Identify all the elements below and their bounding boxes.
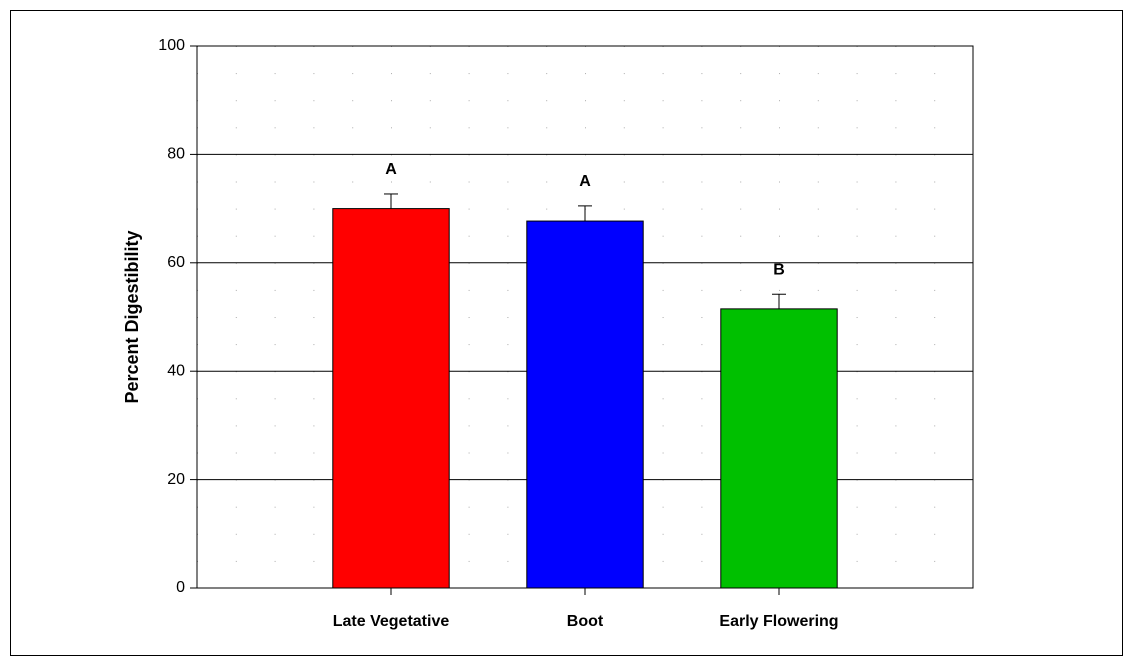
y-tick-label: 0 — [176, 579, 185, 596]
annotation: A — [579, 173, 591, 190]
bar — [332, 208, 450, 589]
y-tick-label: 40 — [167, 362, 185, 379]
annotation: A — [385, 161, 397, 178]
bar — [526, 220, 644, 589]
y-tick-label: 60 — [167, 254, 185, 271]
y-tick-label: 100 — [158, 37, 185, 54]
y-tick-label: 20 — [167, 471, 185, 488]
x-tick-label: Boot — [567, 613, 604, 630]
bar — [720, 308, 838, 589]
y-tick-label: 80 — [167, 146, 185, 163]
y-axis-label: Percent Digestibility — [122, 230, 142, 403]
x-tick-label: Early Flowering — [719, 613, 838, 630]
annotation: B — [773, 261, 785, 278]
x-tick-label: Late Vegetative — [333, 613, 450, 630]
